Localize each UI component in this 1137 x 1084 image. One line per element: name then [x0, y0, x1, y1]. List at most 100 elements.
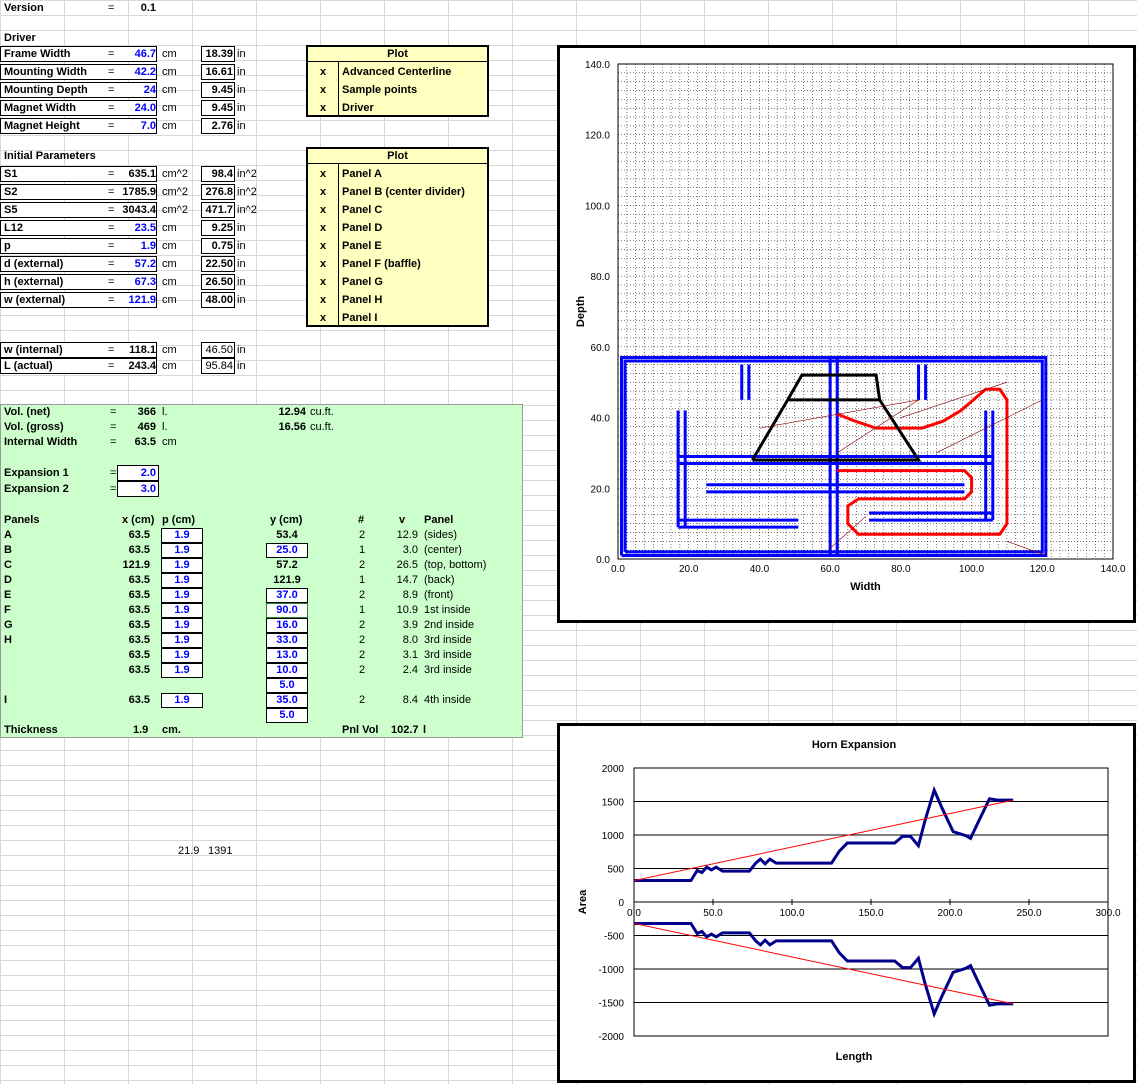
driver-in-value: 2.76: [211, 120, 233, 132]
panel-x-value: 121.9: [122, 559, 150, 571]
plot-checkbox-mark[interactable]: x: [319, 258, 327, 270]
panel-y-box[interactable]: [266, 588, 308, 603]
plot-checkbox-mark[interactable]: x: [319, 222, 327, 234]
volume-value: 366: [137, 406, 156, 418]
internal-in-unit: in: [237, 344, 246, 356]
panel-y-value[interactable]: 25.0: [276, 544, 298, 556]
driver-cm-value[interactable]: 24.0: [134, 102, 156, 114]
panel-p-box[interactable]: [161, 648, 203, 663]
panel-y-box[interactable]: [266, 543, 308, 558]
panel-y-value[interactable]: 5.0: [279, 679, 295, 691]
param-unit: cm: [162, 222, 177, 234]
panel-p-box[interactable]: [161, 603, 203, 618]
driver-row-box: [0, 100, 157, 116]
x-tick-label: 40.0: [750, 564, 770, 575]
panel-y-box[interactable]: [266, 693, 308, 708]
param-value[interactable]: 1.9: [140, 240, 156, 252]
driver-cm-value[interactable]: 7.0: [140, 120, 156, 132]
expansion-value[interactable]: 3.0: [140, 483, 156, 495]
panel-p-box[interactable]: [161, 588, 203, 603]
panel-y-box[interactable]: [266, 648, 308, 663]
panel-y-box[interactable]: [266, 618, 308, 633]
plot-checkbox-mark[interactable]: x: [319, 66, 327, 78]
internal-in-box: [201, 358, 235, 374]
panel-p-box[interactable]: [161, 573, 203, 588]
panel-p-box[interactable]: [161, 663, 203, 678]
panel-p-value[interactable]: 1.9: [174, 574, 190, 586]
panel-y-value[interactable]: 37.0: [276, 589, 298, 601]
panel-p-value[interactable]: 1.9: [174, 634, 190, 646]
panel-p-value[interactable]: 1.9: [174, 589, 190, 601]
panel-v-value: 8.0: [402, 634, 418, 646]
driver-cm-value[interactable]: 24: [143, 84, 156, 96]
equals-sign: =: [110, 421, 117, 433]
param-in-box: [201, 292, 235, 308]
param-in-value: 0.75: [211, 240, 233, 252]
y-axis-title: Area: [577, 889, 589, 914]
internal-in-value: 46.50: [205, 344, 233, 356]
plot-checkbox-mark[interactable]: x: [319, 276, 327, 288]
expansion-input-box[interactable]: [117, 465, 159, 481]
equals-sign: =: [108, 168, 115, 180]
param-value[interactable]: 121.9: [128, 294, 156, 306]
panel-p-value[interactable]: 1.9: [174, 694, 190, 706]
horn-expansion-chart[interactable]: Horn Expansion 2000 1500 1000 500 0 -500 -1000 -…: [557, 723, 1136, 1083]
plot-checkbox-mark[interactable]: x: [319, 84, 327, 96]
param-value[interactable]: 23.5: [134, 222, 156, 234]
plot-checkbox-mark[interactable]: x: [319, 204, 327, 216]
misc-value-a: 21.9: [178, 845, 200, 857]
panel-y-value[interactable]: 33.0: [276, 634, 298, 646]
panel-p-value[interactable]: 1.9: [174, 559, 190, 571]
panel-p-value[interactable]: 1.9: [174, 619, 190, 631]
panel-y-value[interactable]: 90.0: [276, 604, 298, 616]
panel-y-box[interactable]: [266, 678, 308, 693]
param-value[interactable]: 1785.9: [122, 186, 156, 198]
panel-p-value[interactable]: 1.9: [174, 544, 190, 556]
plot-checkbox-mark[interactable]: x: [319, 294, 327, 306]
equals-sign: =: [108, 66, 115, 78]
panel-p-box[interactable]: [161, 693, 203, 708]
panel-x-value: 63.5: [128, 604, 150, 616]
panel-p-box[interactable]: [161, 528, 203, 543]
equals-sign: =: [108, 48, 115, 60]
panel-y-value[interactable]: 13.0: [276, 649, 298, 661]
param-label: S1: [4, 168, 18, 180]
panel-y-value[interactable]: 16.0: [276, 619, 298, 631]
panel-v-value: 14.7: [396, 574, 418, 586]
plot-checkbox-mark[interactable]: x: [319, 240, 327, 252]
param-value[interactable]: 67.3: [134, 276, 156, 288]
param-value[interactable]: 3043.4: [122, 204, 156, 216]
param-value[interactable]: 635.1: [128, 168, 156, 180]
panel-p-box[interactable]: [161, 558, 203, 573]
panel-y-box[interactable]: [266, 708, 308, 723]
panel-p-box[interactable]: [161, 543, 203, 558]
panel-y-value[interactable]: 35.0: [276, 694, 298, 706]
expansion-input-box[interactable]: [117, 481, 159, 497]
plot-checkbox-mark[interactable]: x: [319, 168, 327, 180]
unit-cm: cm: [162, 102, 177, 114]
panel-y-box[interactable]: [266, 603, 308, 618]
driver-cm-value[interactable]: 42.2: [134, 66, 156, 78]
panel-p-value[interactable]: 1.9: [174, 529, 190, 541]
panel-p-value[interactable]: 1.9: [174, 604, 190, 616]
layout-chart[interactable]: 0.0 20.0 40.0 60.0 80.0 100.0 120.0 140.0 0.0 20.…: [557, 45, 1136, 623]
volume-label: Internal Width: [4, 436, 78, 448]
panel-p-value[interactable]: 1.9: [174, 664, 190, 676]
driver-cm-value[interactable]: 46.7: [134, 48, 156, 60]
panel-p-box[interactable]: [161, 633, 203, 648]
panel-y-value[interactable]: 10.0: [276, 664, 298, 676]
y-tick-label: 120.0: [585, 131, 610, 142]
panel-y-box[interactable]: [266, 663, 308, 678]
panel-p-value[interactable]: 1.9: [174, 649, 190, 661]
panel-y-box[interactable]: [266, 633, 308, 648]
param-value[interactable]: 57.2: [134, 258, 156, 270]
version-value[interactable]: 0.1: [140, 2, 156, 14]
param-in-box: [201, 166, 235, 182]
panel-y-value[interactable]: 5.0: [279, 709, 295, 721]
plot-checkbox-mark[interactable]: x: [319, 186, 327, 198]
driver-param-label: Frame Width: [4, 48, 71, 60]
panel-p-box[interactable]: [161, 618, 203, 633]
plot-checkbox-mark[interactable]: x: [319, 312, 327, 324]
plot-checkbox-mark[interactable]: x: [319, 102, 327, 114]
expansion-value[interactable]: 2.0: [140, 467, 156, 479]
